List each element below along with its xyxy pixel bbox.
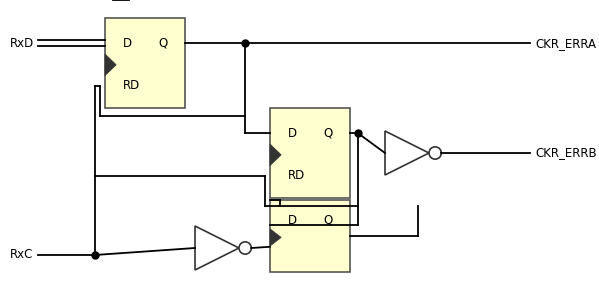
Polygon shape: [270, 144, 281, 166]
Text: RD: RD: [123, 79, 140, 92]
Text: Q: Q: [323, 127, 332, 140]
Text: D: D: [123, 37, 132, 50]
Text: RxC: RxC: [10, 248, 34, 262]
Text: D: D: [288, 214, 297, 227]
Text: Q: Q: [158, 37, 167, 50]
Text: RxD: RxD: [10, 37, 34, 50]
Text: Q: Q: [323, 214, 332, 227]
Polygon shape: [105, 54, 116, 76]
Text: RD: RD: [288, 169, 305, 182]
Polygon shape: [270, 229, 281, 246]
Bar: [270, 200, 350, 272]
Text: CKR_ERRB: CKR_ERRB: [535, 147, 597, 159]
Bar: [270, 108, 350, 198]
Text: D: D: [288, 127, 297, 140]
Text: CKR_ERRA: CKR_ERRA: [535, 37, 596, 50]
Bar: [105, 18, 185, 108]
